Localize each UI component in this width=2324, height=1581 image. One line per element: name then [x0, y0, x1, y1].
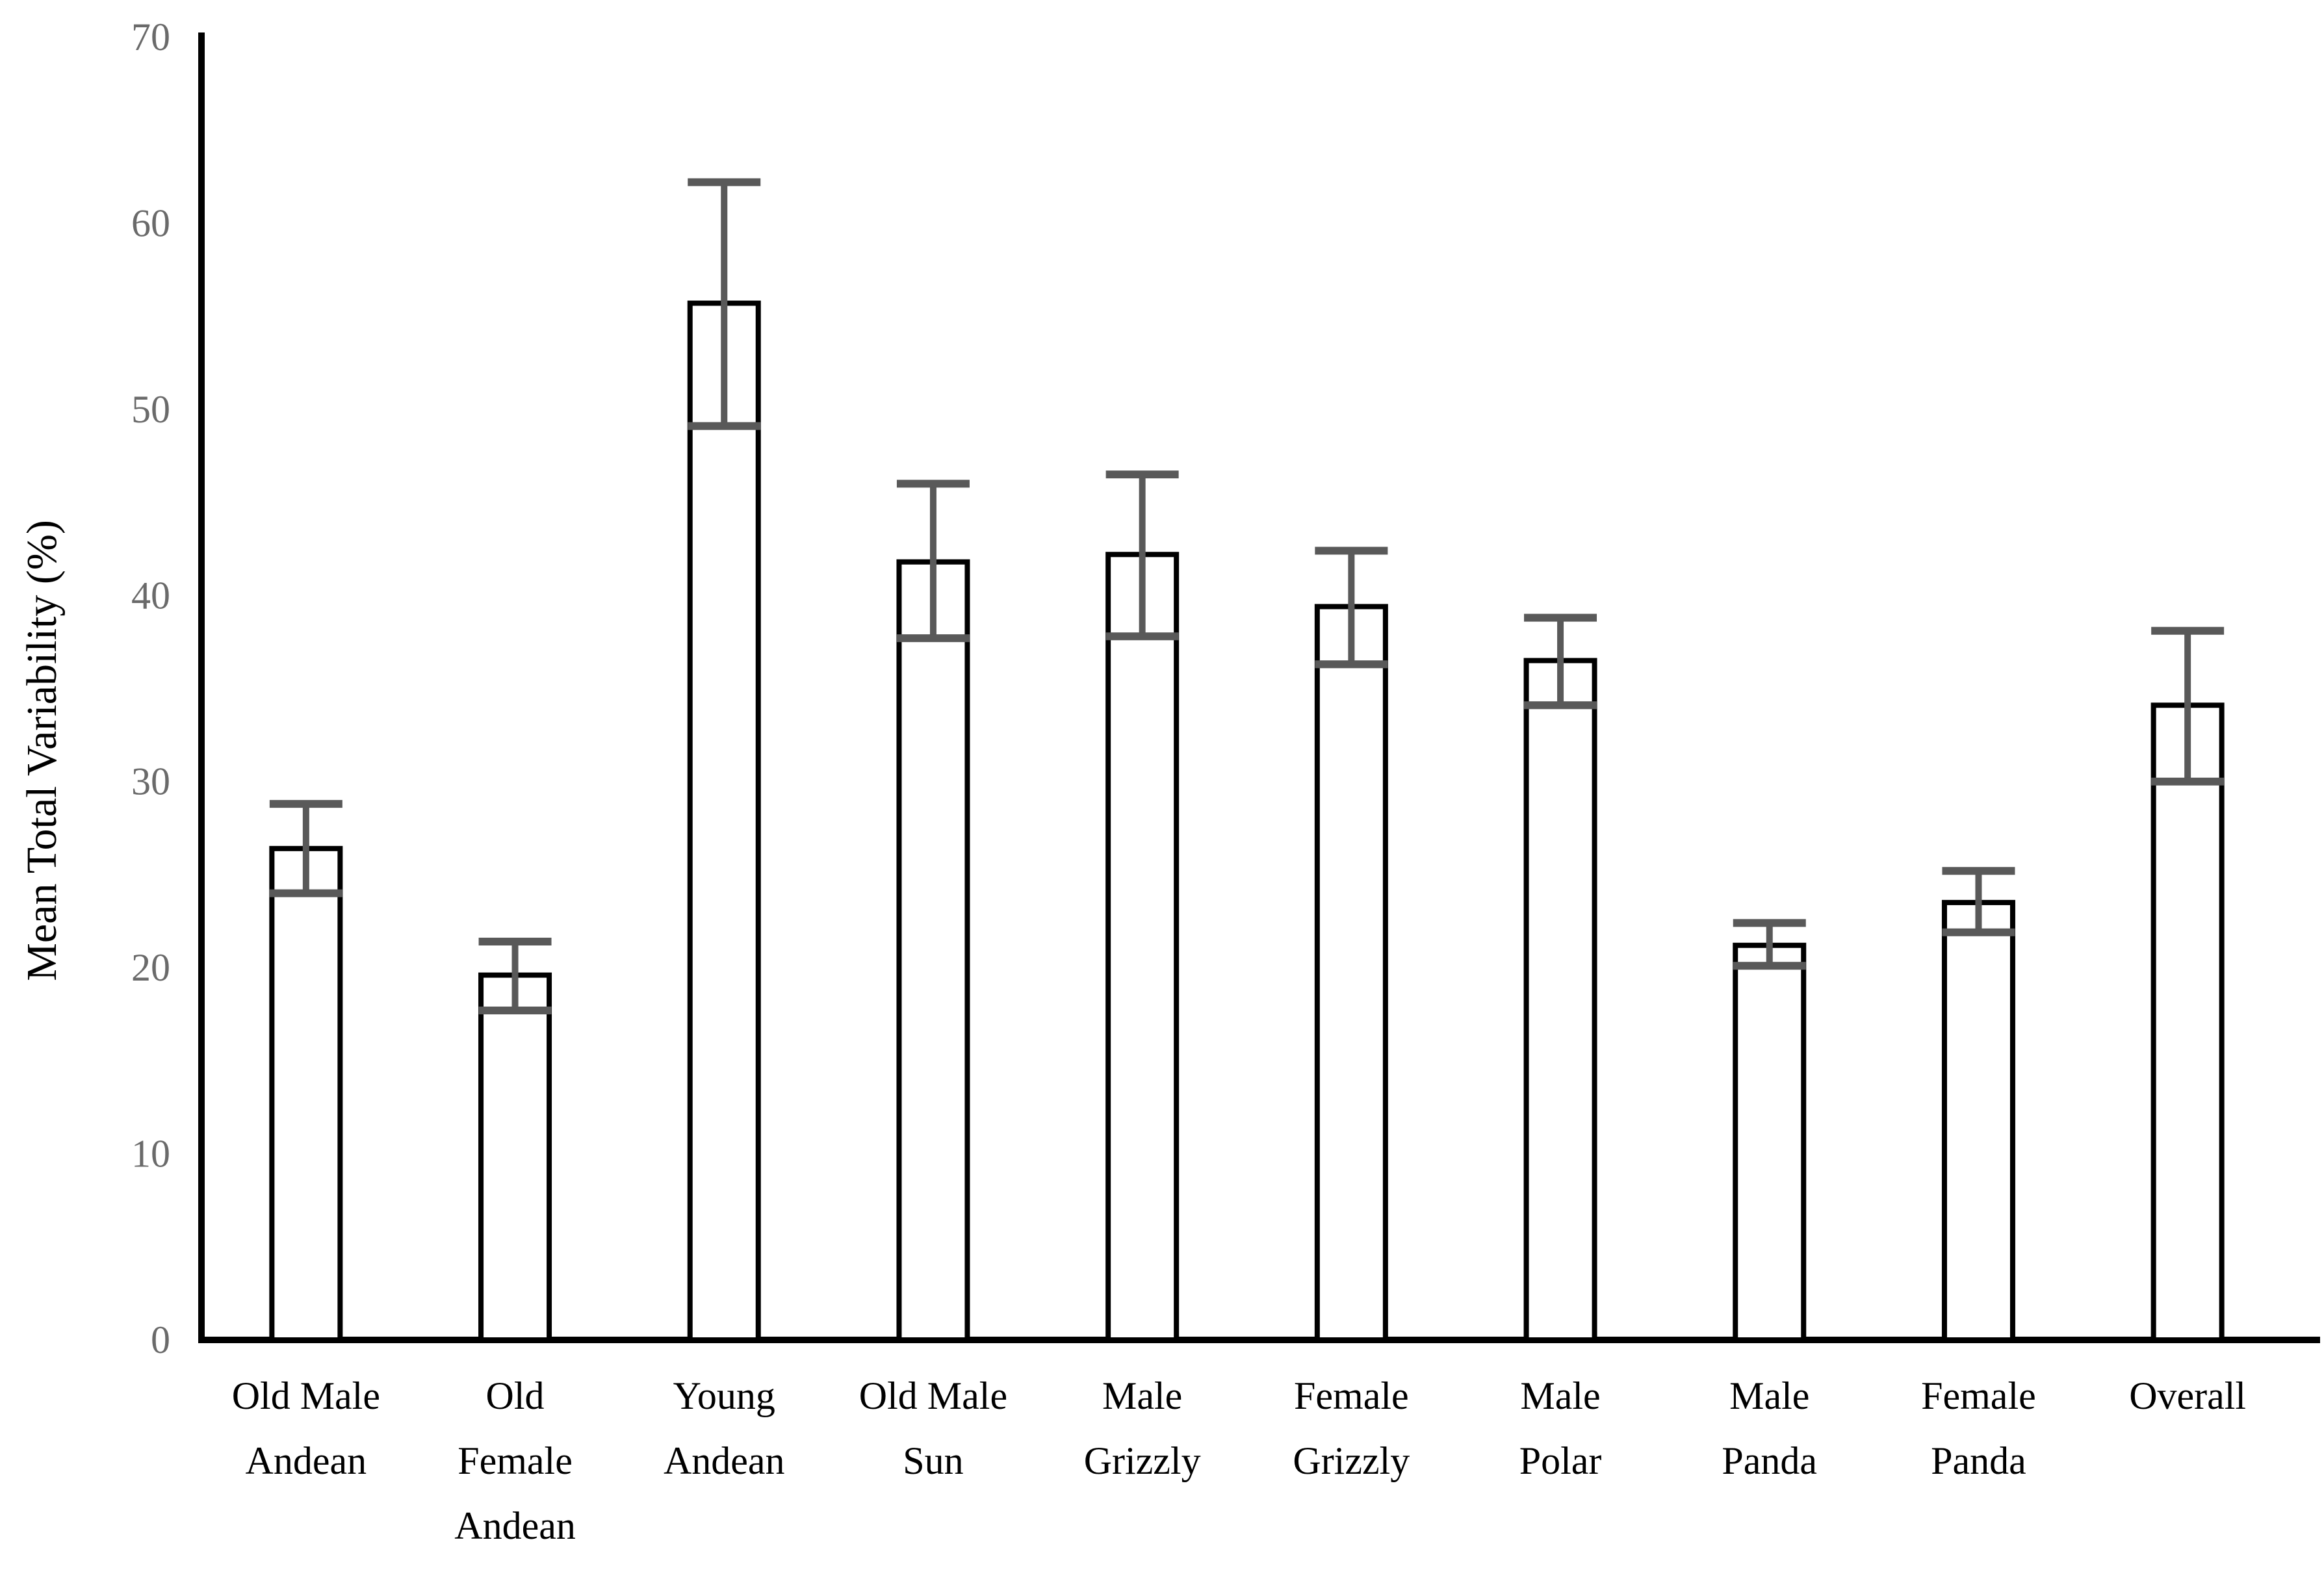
y-tick-label: 20: [131, 946, 170, 989]
bar: [1733, 942, 1807, 1343]
x-category-label: Old Male: [232, 1374, 380, 1417]
bar: [1941, 899, 2015, 1343]
x-category-label: Andean: [246, 1439, 367, 1482]
bar: [478, 972, 552, 1343]
bar: [1523, 658, 1597, 1343]
bar: [687, 300, 761, 1343]
x-category-label: Female: [458, 1439, 573, 1482]
bar: [2150, 702, 2225, 1343]
x-category-label: Andean: [664, 1439, 785, 1482]
bar: [1105, 552, 1180, 1343]
y-tick-label: 60: [131, 201, 170, 244]
bar: [269, 845, 343, 1343]
x-category-label: Female: [1294, 1374, 1409, 1417]
x-category-label: Panda: [1931, 1439, 2026, 1482]
x-category-label: Male: [1729, 1374, 1809, 1417]
y-axis-title: Mean Total Variability (%): [18, 520, 66, 981]
x-category-label: Sun: [903, 1439, 963, 1482]
x-category-label: Panda: [1722, 1439, 1817, 1482]
y-tick-label: 70: [131, 16, 170, 58]
x-category-label: Young: [673, 1374, 775, 1417]
y-tick-label: 0: [151, 1318, 170, 1361]
x-category-label: Polar: [1519, 1439, 1602, 1482]
y-tick-label: 50: [131, 388, 170, 431]
y-tick-label: 10: [131, 1133, 170, 1176]
bar: [896, 559, 970, 1343]
x-category-label: Grizzly: [1084, 1439, 1201, 1482]
x-category-label: Male: [1520, 1374, 1600, 1417]
x-category-label: Female: [1921, 1374, 2036, 1417]
x-category-label: Male: [1102, 1374, 1182, 1417]
x-category-label: Old: [486, 1374, 545, 1417]
y-tick-label: 30: [131, 760, 170, 803]
x-category-label: Old Male: [859, 1374, 1007, 1417]
x-category-label: Grizzly: [1293, 1439, 1410, 1482]
x-category-label: Andean: [454, 1504, 576, 1547]
y-tick-label: 40: [131, 574, 170, 617]
x-category-label: Overall: [2129, 1374, 2246, 1417]
bar: [1314, 604, 1388, 1343]
